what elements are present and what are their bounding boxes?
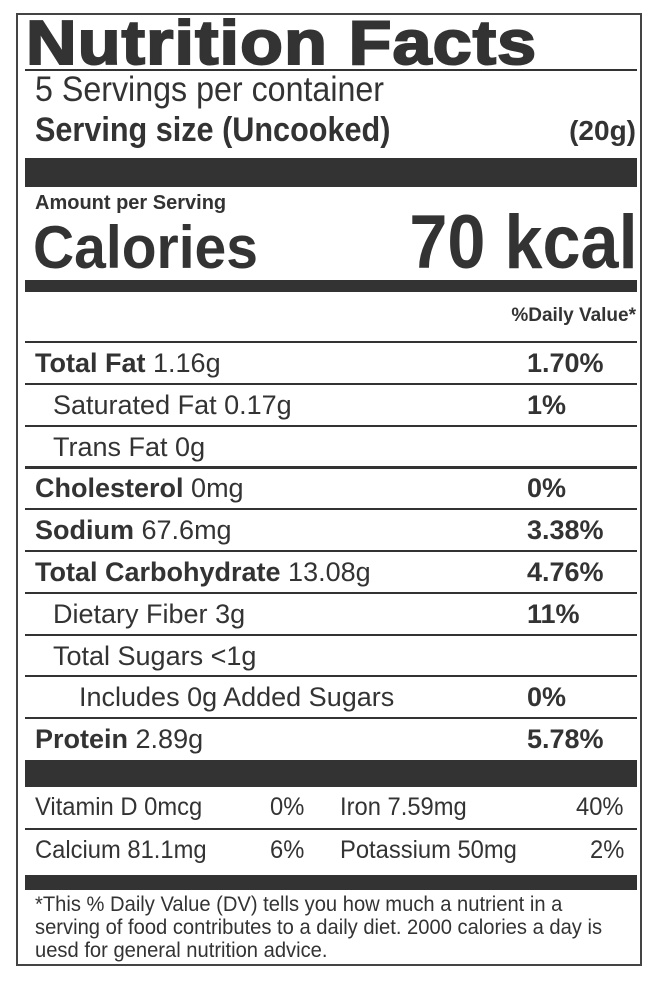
nutrient-daily-value: 0% [527,682,567,713]
nutrient-row: Total Carbohydrate 13.08g 4.76% [25,552,637,594]
nutrient-label: Cholesterol [35,473,184,504]
nutrient-label: Sodium [35,515,134,546]
nutrient-amount: 0.17g [224,389,292,420]
nutrient-name: Total Carbohydrate 13.08g [35,557,371,588]
footnote: *This % Daily Value (DV) tells you how m… [35,893,603,962]
divider [25,508,637,511]
nutrient-name: Includes 0g Added Sugars [79,682,394,713]
amount-per-serving: Amount per Serving [35,192,227,214]
divider [25,341,637,343]
nutrient-row: Dietary Fiber 3g 11% [25,594,637,636]
iron: Iron 7.59mg [340,793,467,821]
serving-size-label: Serving size (Uncooked) [35,111,391,149]
nutrient-amount: 1.16g [153,348,221,378]
nutrient-daily-value: 4.76% [527,557,604,587]
nutrient-row: Saturated Fat 0.17g 1% [25,385,637,427]
divider [25,828,637,830]
nutrient-name: Sodium 67.6mg [35,515,232,546]
daily-value-header: %Daily Value* [511,305,636,326]
nutrient-amount: 67.6mg [141,515,232,546]
calories-label: Calories [33,214,258,281]
divider [25,69,637,71]
nutrient-row: Total Sugars <1g [25,636,637,678]
nutrition-label [16,13,642,966]
nutrient-label: Saturated Fat [53,389,217,420]
nutrient-name: Cholesterol 0mg [35,473,244,504]
nutrient-label: Total Sugars [53,640,204,671]
nutrient-row: Trans Fat 0g [25,427,637,469]
nutrient-name: Total Fat 1.16g [35,348,221,379]
nutrient-row: Protein 2.89g 5.78% [25,719,637,761]
potassium: Potassium 50mg [340,836,517,864]
nutrient-label: Protein [35,724,129,755]
potassium-dv: 2% [590,836,625,864]
divider [25,424,637,427]
thick-divider [25,280,637,292]
vitamin-d: Vitamin D 0mcg [35,793,203,821]
nutrient-row: Sodium 67.6mg 3.38% [25,510,637,552]
serving-size-value: (20g) [569,115,636,146]
nutrient-row: Includes 0g Added Sugars 0% [25,677,637,719]
nutrient-daily-value: 1.70% [527,348,604,378]
iron-dv: 40% [576,793,624,821]
nutrient-daily-value: 3.38% [527,515,604,546]
divider [25,382,637,385]
divider [25,550,637,552]
nutrient-label: Total Carbohydrate [35,557,281,587]
thick-divider [25,158,637,187]
divider [25,466,637,470]
nutrient-daily-value: 1% [527,389,567,420]
nutrient-row: Total Fat 1.16g 1.70% [25,343,637,385]
nutrient-amount: 2.89g [135,724,204,755]
calcium: Calcium 81.1mg [35,836,207,864]
nutrient-name: Total Sugars <1g [53,641,256,672]
nutrient-daily-value: 5.78% [527,724,604,755]
nutrient-amount: 0g [175,431,206,462]
divider [25,675,637,678]
nutrient-label: Trans Fat [53,431,168,462]
nutrient-label: Dietary Fiber [53,598,208,629]
nutrient-amount: 0mg [191,473,244,504]
nutrient-row: Cholesterol 0mg 0% [25,468,637,510]
nutrient-name: Dietary Fiber 3g [53,599,245,630]
nutrient-daily-value: 0% [527,473,567,504]
divider [25,633,637,636]
nutrient-name: Protein 2.89g [35,724,203,755]
calories-value: 70 kcal [409,200,638,285]
divider [25,591,637,594]
nutrient-amount: 13.08g [288,557,371,587]
nutrient-name: Saturated Fat 0.17g [53,390,292,421]
label-title: Nutrition Facts [25,8,538,79]
servings-per-container: 5 Servings per container [35,70,385,109]
nutrient-label: Includes 0g Added Sugars [79,682,395,713]
vitamin-d-dv: 0% [270,793,305,821]
nutrient-name: Trans Fat 0g [53,432,205,463]
nutrient-amount: <1g [210,640,257,671]
divider [25,717,637,720]
nutrient-daily-value: 11% [527,598,580,629]
thick-divider [25,875,637,890]
nutrient-label: Total Fat [35,348,146,378]
calcium-dv: 6% [270,836,305,864]
nutrient-amount: 3g [215,598,246,629]
thick-divider [25,760,637,787]
